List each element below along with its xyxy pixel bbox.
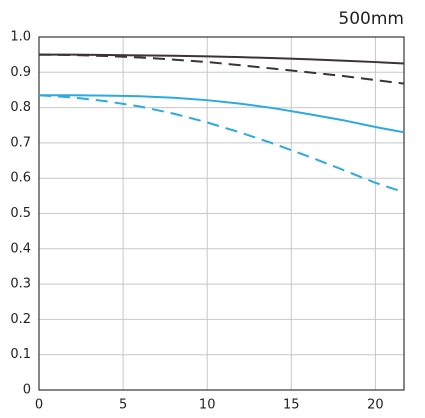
x-tick-label: 10 <box>199 398 216 413</box>
y-tick-label: 0.9 <box>10 65 31 80</box>
series-line <box>39 53 405 65</box>
y-tick-label: 0.5 <box>10 206 31 221</box>
series-line <box>39 94 405 134</box>
chart-title: 500mm <box>338 9 404 29</box>
x-tick-label: 15 <box>283 398 300 413</box>
y-tick-label: 0.7 <box>10 135 31 150</box>
x-tick-label: 20 <box>367 398 384 413</box>
series-line <box>38 94 405 194</box>
y-tick-label: 0.4 <box>10 241 31 256</box>
y-tick-label: 0 <box>23 383 31 398</box>
y-tick-label: 0.3 <box>10 277 31 292</box>
plot-frame <box>38 36 405 391</box>
y-tick-label: 0.1 <box>10 347 31 362</box>
y-tick-label: 0.2 <box>10 312 31 327</box>
y-tick-label: 1.0 <box>10 30 31 45</box>
y-tick-label: 0.8 <box>10 100 31 115</box>
y-tick-label: 0.6 <box>10 171 31 186</box>
x-tick-label: 5 <box>119 398 127 413</box>
x-tick-label: 0 <box>35 398 43 413</box>
series-line <box>38 53 405 85</box>
